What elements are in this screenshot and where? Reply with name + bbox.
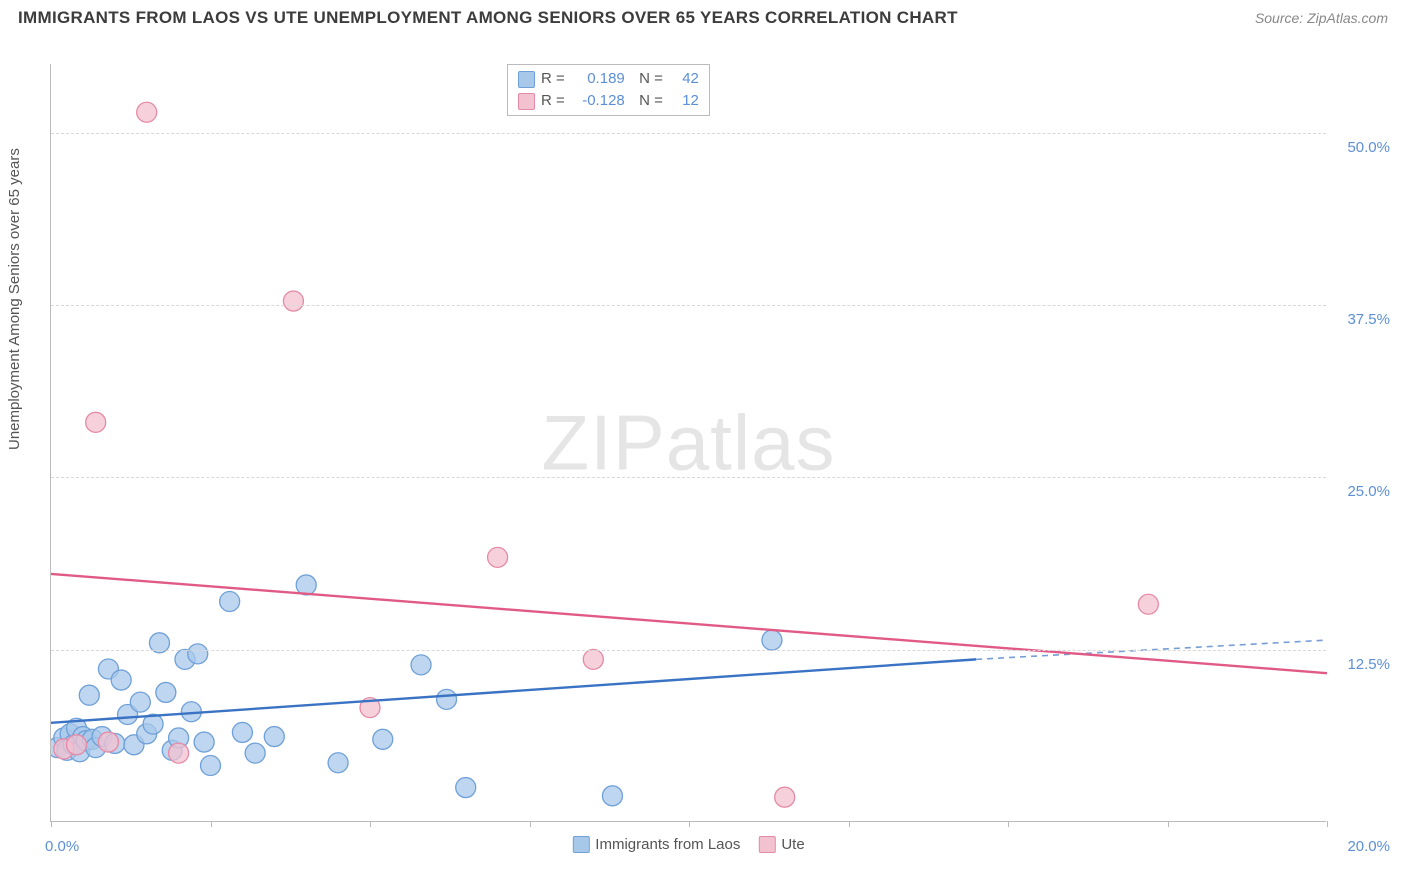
y-axis-label: Unemployment Among Seniors over 65 years [6,148,23,450]
stats-row-series-2: R = -0.128 N = 12 [518,90,699,112]
scatter-plot-svg [51,64,1327,822]
r-value-2: -0.128 [571,90,625,112]
n-label-1: N = [631,68,663,90]
legend-label-1: Immigrants from Laos [595,836,740,853]
y-tick-label: 12.5% [1347,656,1390,673]
r-label-1: R = [541,68,565,90]
swatch-series-1 [518,71,535,88]
swatch-series-2 [518,93,535,110]
legend-swatch-2 [758,836,775,853]
legend-label-2: Ute [781,836,804,853]
legend-item-1: Immigrants from Laos [572,836,740,853]
n-label-2: N = [631,90,663,112]
correlation-stats-box: R = 0.189 N = 42 R = -0.128 N = 12 [507,64,710,116]
y-tick-label: 50.0% [1347,139,1390,156]
n-value-2: 12 [669,90,699,112]
x-axis-max-label: 20.0% [1347,838,1390,855]
n-value-1: 42 [669,68,699,90]
y-tick-label: 25.0% [1347,483,1390,500]
chart-header: IMMIGRANTS FROM LAOS VS UTE UNEMPLOYMENT… [0,0,1406,36]
r-label-2: R = [541,90,565,112]
y-tick-label: 37.5% [1347,311,1390,328]
source-attribution: Source: ZipAtlas.com [1255,10,1388,26]
series-legend: Immigrants from Laos Ute [572,836,804,853]
legend-swatch-1 [572,836,589,853]
chart-plot-area: ZIPatlas R = 0.189 N = 42 R = -0.128 N =… [50,64,1326,822]
legend-item-2: Ute [758,836,804,853]
r-value-1: 0.189 [571,68,625,90]
chart-title: IMMIGRANTS FROM LAOS VS UTE UNEMPLOYMENT… [18,8,958,28]
x-axis-min-label: 0.0% [45,838,79,855]
stats-row-series-1: R = 0.189 N = 42 [518,68,699,90]
